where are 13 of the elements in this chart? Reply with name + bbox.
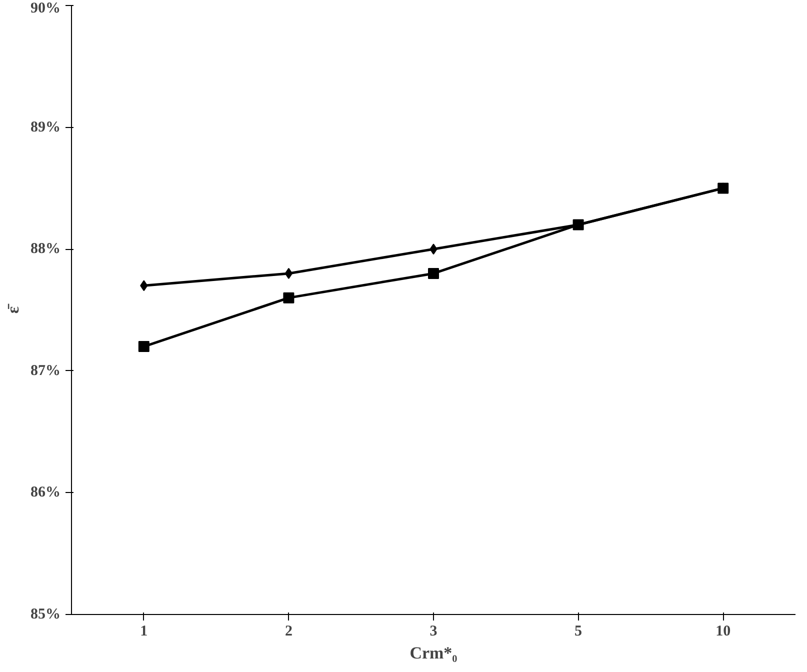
y-tick-label: 85% [30, 606, 60, 622]
y-axis-title: ε̄ [4, 303, 22, 314]
x-axis-title: Crm*₀ [410, 644, 458, 662]
y-tick-label: 90% [30, 0, 60, 16]
y-tick-label: 86% [30, 484, 60, 501]
x-tick-label: 10 [716, 624, 731, 640]
x-tick-label: 5 [574, 624, 582, 640]
x-tick-label: 2 [284, 624, 292, 640]
x-tick-label: 1 [140, 624, 148, 640]
y-tick-label: 87% [30, 362, 60, 379]
y-tick-label: 89% [30, 119, 60, 136]
x-tick-label: 3 [430, 624, 438, 640]
y-tick-label: 88% [30, 241, 60, 258]
